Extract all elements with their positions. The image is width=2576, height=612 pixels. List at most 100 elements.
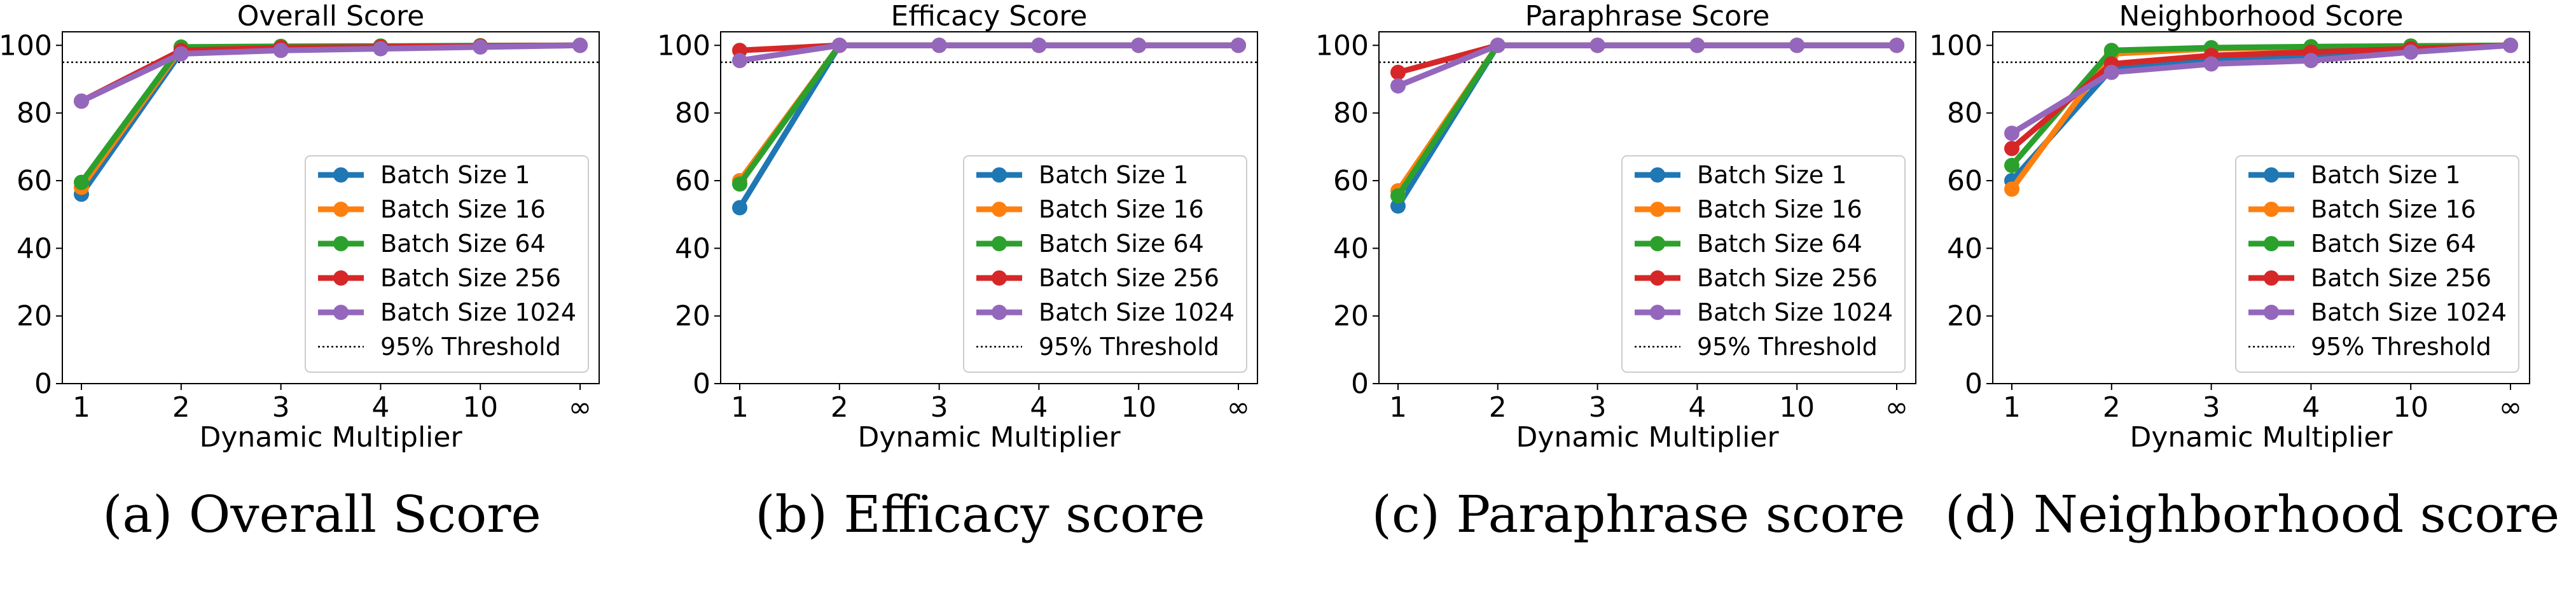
data-point bbox=[732, 200, 747, 216]
legend-label: Batch Size 256 bbox=[2311, 264, 2491, 292]
panel-overall-score: Overall Score 0 20 40 60 80 100 1 2 3 4 10 ∞ Dynamic … bbox=[0, 0, 644, 612]
y-tick-label: 20 bbox=[1947, 300, 1983, 333]
data-point bbox=[2004, 181, 2019, 197]
x-tick-label: 2 bbox=[831, 391, 848, 424]
legend-marker bbox=[992, 305, 1007, 320]
legend-marker bbox=[2264, 270, 2279, 286]
x-tick-label: 4 bbox=[371, 391, 389, 424]
y-tick-label: 40 bbox=[675, 232, 710, 265]
chart-title-efficacy-score: Efficacy Score bbox=[891, 0, 1088, 32]
legend-box bbox=[2235, 155, 2519, 373]
legend-label: Batch Size 1024 bbox=[1039, 298, 1235, 326]
legend-marker bbox=[2264, 236, 2279, 251]
data-point bbox=[2004, 125, 2019, 141]
legend-marker bbox=[992, 167, 1007, 183]
x-axis-label: Dynamic Multiplier bbox=[857, 421, 1121, 454]
legend-label: Batch Size 64 bbox=[1039, 230, 1204, 258]
panel-paraphrase-score: Paraphrase Score 0 20 40 60 80 100 1 2 3 4 10 ∞ Dynam… bbox=[1317, 0, 1960, 612]
data-point bbox=[1390, 188, 1406, 204]
legend-label: Batch Size 256 bbox=[380, 264, 561, 292]
panel-neighborhood-score: Neighborhood Score 0 20 40 60 80 100 1 2 3 4 10 ∞ Dyn… bbox=[1930, 0, 2574, 612]
data-point bbox=[732, 53, 747, 69]
data-point bbox=[74, 94, 89, 109]
data-point bbox=[1231, 38, 1246, 53]
legend-marker bbox=[1650, 202, 1665, 217]
y-tick-label: 20 bbox=[675, 300, 710, 333]
series-line-batch-1024 bbox=[80, 42, 581, 104]
data-point bbox=[2103, 64, 2119, 80]
x-tick-label: ∞ bbox=[1227, 391, 1250, 424]
legend-marker bbox=[1650, 167, 1665, 183]
y-tick-label: 40 bbox=[1333, 232, 1369, 265]
y-tick-label: 60 bbox=[1333, 165, 1369, 197]
x-tick-label: 3 bbox=[931, 391, 948, 424]
legend-box bbox=[963, 155, 1247, 373]
y-tick-label: 60 bbox=[675, 165, 710, 197]
x-tick-label: ∞ bbox=[2499, 391, 2523, 424]
x-tick-label: 3 bbox=[272, 391, 290, 424]
caption-paraphrase-score: (c) Paraphrase score bbox=[1371, 485, 1906, 544]
legend-label: 95% Threshold bbox=[1039, 333, 1219, 361]
x-tick-label: ∞ bbox=[1885, 391, 1909, 424]
legend-marker bbox=[333, 305, 349, 320]
series-line-batch-256 bbox=[80, 42, 581, 104]
plot-frame bbox=[62, 31, 600, 384]
legend-label: Batch Size 1024 bbox=[2311, 298, 2507, 326]
y-tick-label: 0 bbox=[34, 368, 52, 400]
series-line-batch-1024 bbox=[2010, 42, 2511, 136]
y-tick-label: 40 bbox=[1947, 232, 1983, 265]
legend-marker bbox=[1650, 305, 1665, 320]
x-tick-label: 3 bbox=[1589, 391, 1607, 424]
legend-marker bbox=[1650, 236, 1665, 251]
legend-label: Batch Size 16 bbox=[1039, 195, 1204, 223]
series-line-batch-256 bbox=[1397, 42, 1897, 76]
y-tick-label: 20 bbox=[17, 300, 52, 333]
legend-label: Batch Size 1 bbox=[1039, 161, 1189, 189]
data-point bbox=[2103, 43, 2119, 59]
y-tick-label: 100 bbox=[658, 29, 710, 62]
x-tick-label: 4 bbox=[1688, 391, 1706, 424]
data-point bbox=[1889, 38, 1904, 53]
legend-label: Batch Size 16 bbox=[1697, 195, 1862, 223]
caption-efficacy-score: (b) Efficacy score bbox=[755, 485, 1205, 544]
x-tick-label: 3 bbox=[2203, 391, 2220, 424]
legend-marker bbox=[333, 167, 349, 183]
legend-marker bbox=[2264, 167, 2279, 183]
plot-frame bbox=[1378, 31, 1916, 384]
legend-label: Batch Size 16 bbox=[380, 195, 546, 223]
y-tick-label: 80 bbox=[675, 97, 710, 130]
data-point bbox=[1390, 78, 1406, 94]
y-tick-label: 0 bbox=[1965, 368, 1983, 400]
chart-efficacy-score: Efficacy Score 0 20 40 60 80 100 1 2 3 4 10 ∞ Dynamic… bbox=[658, 0, 1258, 454]
legend-marker bbox=[333, 202, 349, 217]
legend-label: Batch Size 64 bbox=[1697, 230, 1862, 258]
data-point bbox=[831, 38, 847, 53]
chart-overall-score: Overall Score 0 20 40 60 80 100 1 2 3 4 10 ∞ Dynamic … bbox=[0, 0, 600, 454]
data-point bbox=[1589, 38, 1605, 53]
legend-label: Batch Size 1 bbox=[380, 161, 530, 189]
x-tick-label: 2 bbox=[172, 391, 190, 424]
data-point bbox=[1131, 38, 1147, 53]
x-axis-label: Dynamic Multiplier bbox=[2129, 421, 2393, 454]
x-tick-label: 10 bbox=[2393, 391, 2428, 424]
x-tick-label: 10 bbox=[1779, 391, 1815, 424]
data-point bbox=[74, 174, 89, 190]
panel-efficacy-score: Efficacy Score 0 20 40 60 80 100 1 2 3 4 10 ∞ Dynamic… bbox=[658, 0, 1302, 612]
legend-label: 95% Threshold bbox=[1697, 333, 1878, 361]
x-tick-label: 10 bbox=[1121, 391, 1156, 424]
y-tick-label: 80 bbox=[1947, 97, 1983, 130]
data-point bbox=[2503, 38, 2518, 53]
data-point bbox=[572, 38, 588, 53]
caption-neighborhood-score: (d) Neighborhood score bbox=[1944, 485, 2560, 544]
legend-label: Batch Size 1 bbox=[1697, 161, 1847, 189]
y-tick-label: 60 bbox=[1947, 165, 1983, 197]
chart-neighborhood-score: Neighborhood Score 0 20 40 60 80 100 1 2 3 4 10 ∞ Dyn… bbox=[1930, 0, 2530, 454]
y-tick-label: 60 bbox=[17, 165, 52, 197]
legend-marker bbox=[2264, 305, 2279, 320]
x-tick-label: 4 bbox=[1030, 391, 1048, 424]
x-tick-label: 10 bbox=[462, 391, 498, 424]
data-point bbox=[1789, 38, 1805, 53]
data-point bbox=[2403, 44, 2419, 60]
data-point bbox=[1031, 38, 1047, 53]
x-tick-label: 1 bbox=[73, 391, 90, 424]
